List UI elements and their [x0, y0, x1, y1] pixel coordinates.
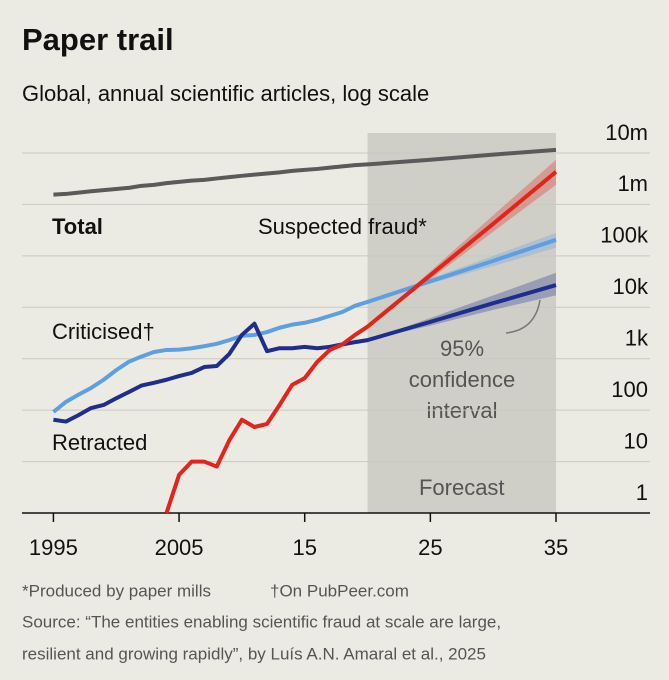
x-tick-label: 15	[292, 535, 316, 560]
y-tick-label: 100k	[600, 223, 649, 248]
source: resilient and growing rapidly”, by Luís …	[22, 644, 486, 663]
confidence-band	[367, 159, 556, 327]
x-tick-label: 2005	[155, 535, 204, 560]
y-tick-label: 1m	[617, 171, 648, 196]
y-tick-label: 1k	[625, 326, 649, 351]
y-tick-label: 1	[636, 480, 648, 505]
source: Source: “The entities enabling scientifi…	[22, 612, 501, 631]
series-line	[53, 147, 557, 197]
chart-title: Paper trail	[22, 22, 174, 57]
series-line	[52, 237, 557, 414]
chart-subtitle: Global, annual scientific articles, log …	[22, 81, 429, 106]
plot: Forecast95%confidenceinterval1101001k10k…	[22, 120, 650, 560]
x-tick-label: 25	[418, 535, 442, 560]
y-tick-label: 10m	[605, 120, 648, 145]
y-tick-label: 10k	[613, 274, 649, 299]
y-tick-label: 10	[624, 428, 648, 453]
series-label: Criticised†	[52, 319, 155, 344]
x-tick-label: 35	[544, 535, 568, 560]
y-tick-label: 100	[611, 377, 648, 402]
forecast-label: Forecast	[419, 475, 505, 500]
series-line	[164, 170, 558, 514]
series-label: Total	[52, 214, 103, 239]
series-label: Suspected fraud*	[258, 214, 427, 239]
ci-label: confidence	[409, 367, 515, 392]
ci-label: 95%	[440, 336, 484, 361]
series-label: Retracted	[52, 430, 147, 455]
footnote: †On PubPeer.com	[270, 581, 409, 600]
annotation-arrow	[505, 299, 541, 334]
x-tick-label: 1995	[29, 535, 78, 560]
footnote: *Produced by paper mills	[22, 581, 211, 600]
